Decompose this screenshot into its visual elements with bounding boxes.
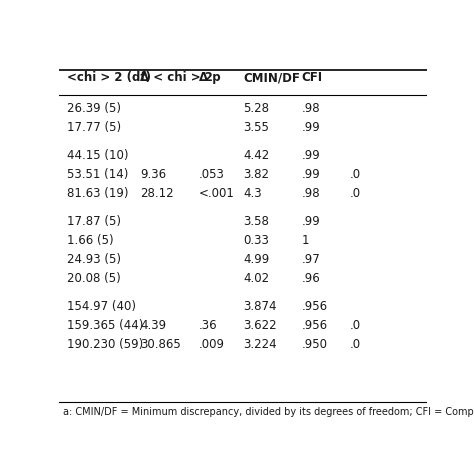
Text: 3.55: 3.55 [243, 121, 269, 134]
Text: 3.58: 3.58 [243, 215, 269, 228]
Text: .98: .98 [301, 102, 320, 115]
Text: .0: .0 [349, 338, 361, 351]
Text: .950: .950 [301, 338, 328, 351]
Text: 4.39: 4.39 [140, 319, 166, 332]
Text: 1: 1 [301, 234, 309, 247]
Text: .36: .36 [199, 319, 218, 332]
Text: 5.28: 5.28 [243, 102, 269, 115]
Text: 4.99: 4.99 [243, 253, 269, 266]
Text: CMIN/DF: CMIN/DF [243, 72, 300, 84]
Text: .956: .956 [301, 300, 328, 313]
Text: .97: .97 [301, 253, 320, 266]
Text: 190.230 (59): 190.230 (59) [66, 338, 143, 351]
Text: .0: .0 [349, 168, 361, 181]
Text: Δ p: Δ p [199, 72, 220, 84]
Text: 3.82: 3.82 [243, 168, 269, 181]
Text: CFI: CFI [301, 72, 323, 84]
Text: .956: .956 [301, 319, 328, 332]
Text: <chi > 2 (df): <chi > 2 (df) [66, 72, 151, 84]
Text: 44.15 (10): 44.15 (10) [66, 149, 128, 162]
Text: a: CMIN/DF = Minimum discrepancy, divided by its degrees of freedom; CFI = Compa: a: CMIN/DF = Minimum discrepancy, divide… [63, 407, 474, 417]
Text: 30.865: 30.865 [140, 338, 181, 351]
Text: 3.874: 3.874 [243, 300, 276, 313]
Text: 17.87 (5): 17.87 (5) [66, 215, 120, 228]
Text: 81.63 (19): 81.63 (19) [66, 187, 128, 200]
Text: 154.97 (40): 154.97 (40) [66, 300, 136, 313]
Text: 28.12: 28.12 [140, 187, 173, 200]
Text: 1.66 (5): 1.66 (5) [66, 234, 113, 247]
Text: 20.08 (5): 20.08 (5) [66, 272, 120, 285]
Text: 4.02: 4.02 [243, 272, 269, 285]
Text: .053: .053 [199, 168, 225, 181]
Text: 53.51 (14): 53.51 (14) [66, 168, 128, 181]
Text: 3.622: 3.622 [243, 319, 276, 332]
Text: .98: .98 [301, 187, 320, 200]
Text: 4.3: 4.3 [243, 187, 262, 200]
Text: .99: .99 [301, 149, 320, 162]
Text: .99: .99 [301, 168, 320, 181]
Text: .99: .99 [301, 215, 320, 228]
Text: .0: .0 [349, 319, 361, 332]
Text: 159.365 (44): 159.365 (44) [66, 319, 143, 332]
Text: 24.93 (5): 24.93 (5) [66, 253, 120, 266]
Text: 4.42: 4.42 [243, 149, 269, 162]
Text: 9.36: 9.36 [140, 168, 166, 181]
Text: Δ < chi > 2: Δ < chi > 2 [140, 72, 213, 84]
Text: .0: .0 [349, 187, 361, 200]
Text: 26.39 (5): 26.39 (5) [66, 102, 120, 115]
Text: <.001: <.001 [199, 187, 235, 200]
Text: .009: .009 [199, 338, 225, 351]
Text: .99: .99 [301, 121, 320, 134]
Text: 17.77 (5): 17.77 (5) [66, 121, 121, 134]
Text: .96: .96 [301, 272, 320, 285]
Text: 0.33: 0.33 [243, 234, 269, 247]
Text: 3.224: 3.224 [243, 338, 276, 351]
